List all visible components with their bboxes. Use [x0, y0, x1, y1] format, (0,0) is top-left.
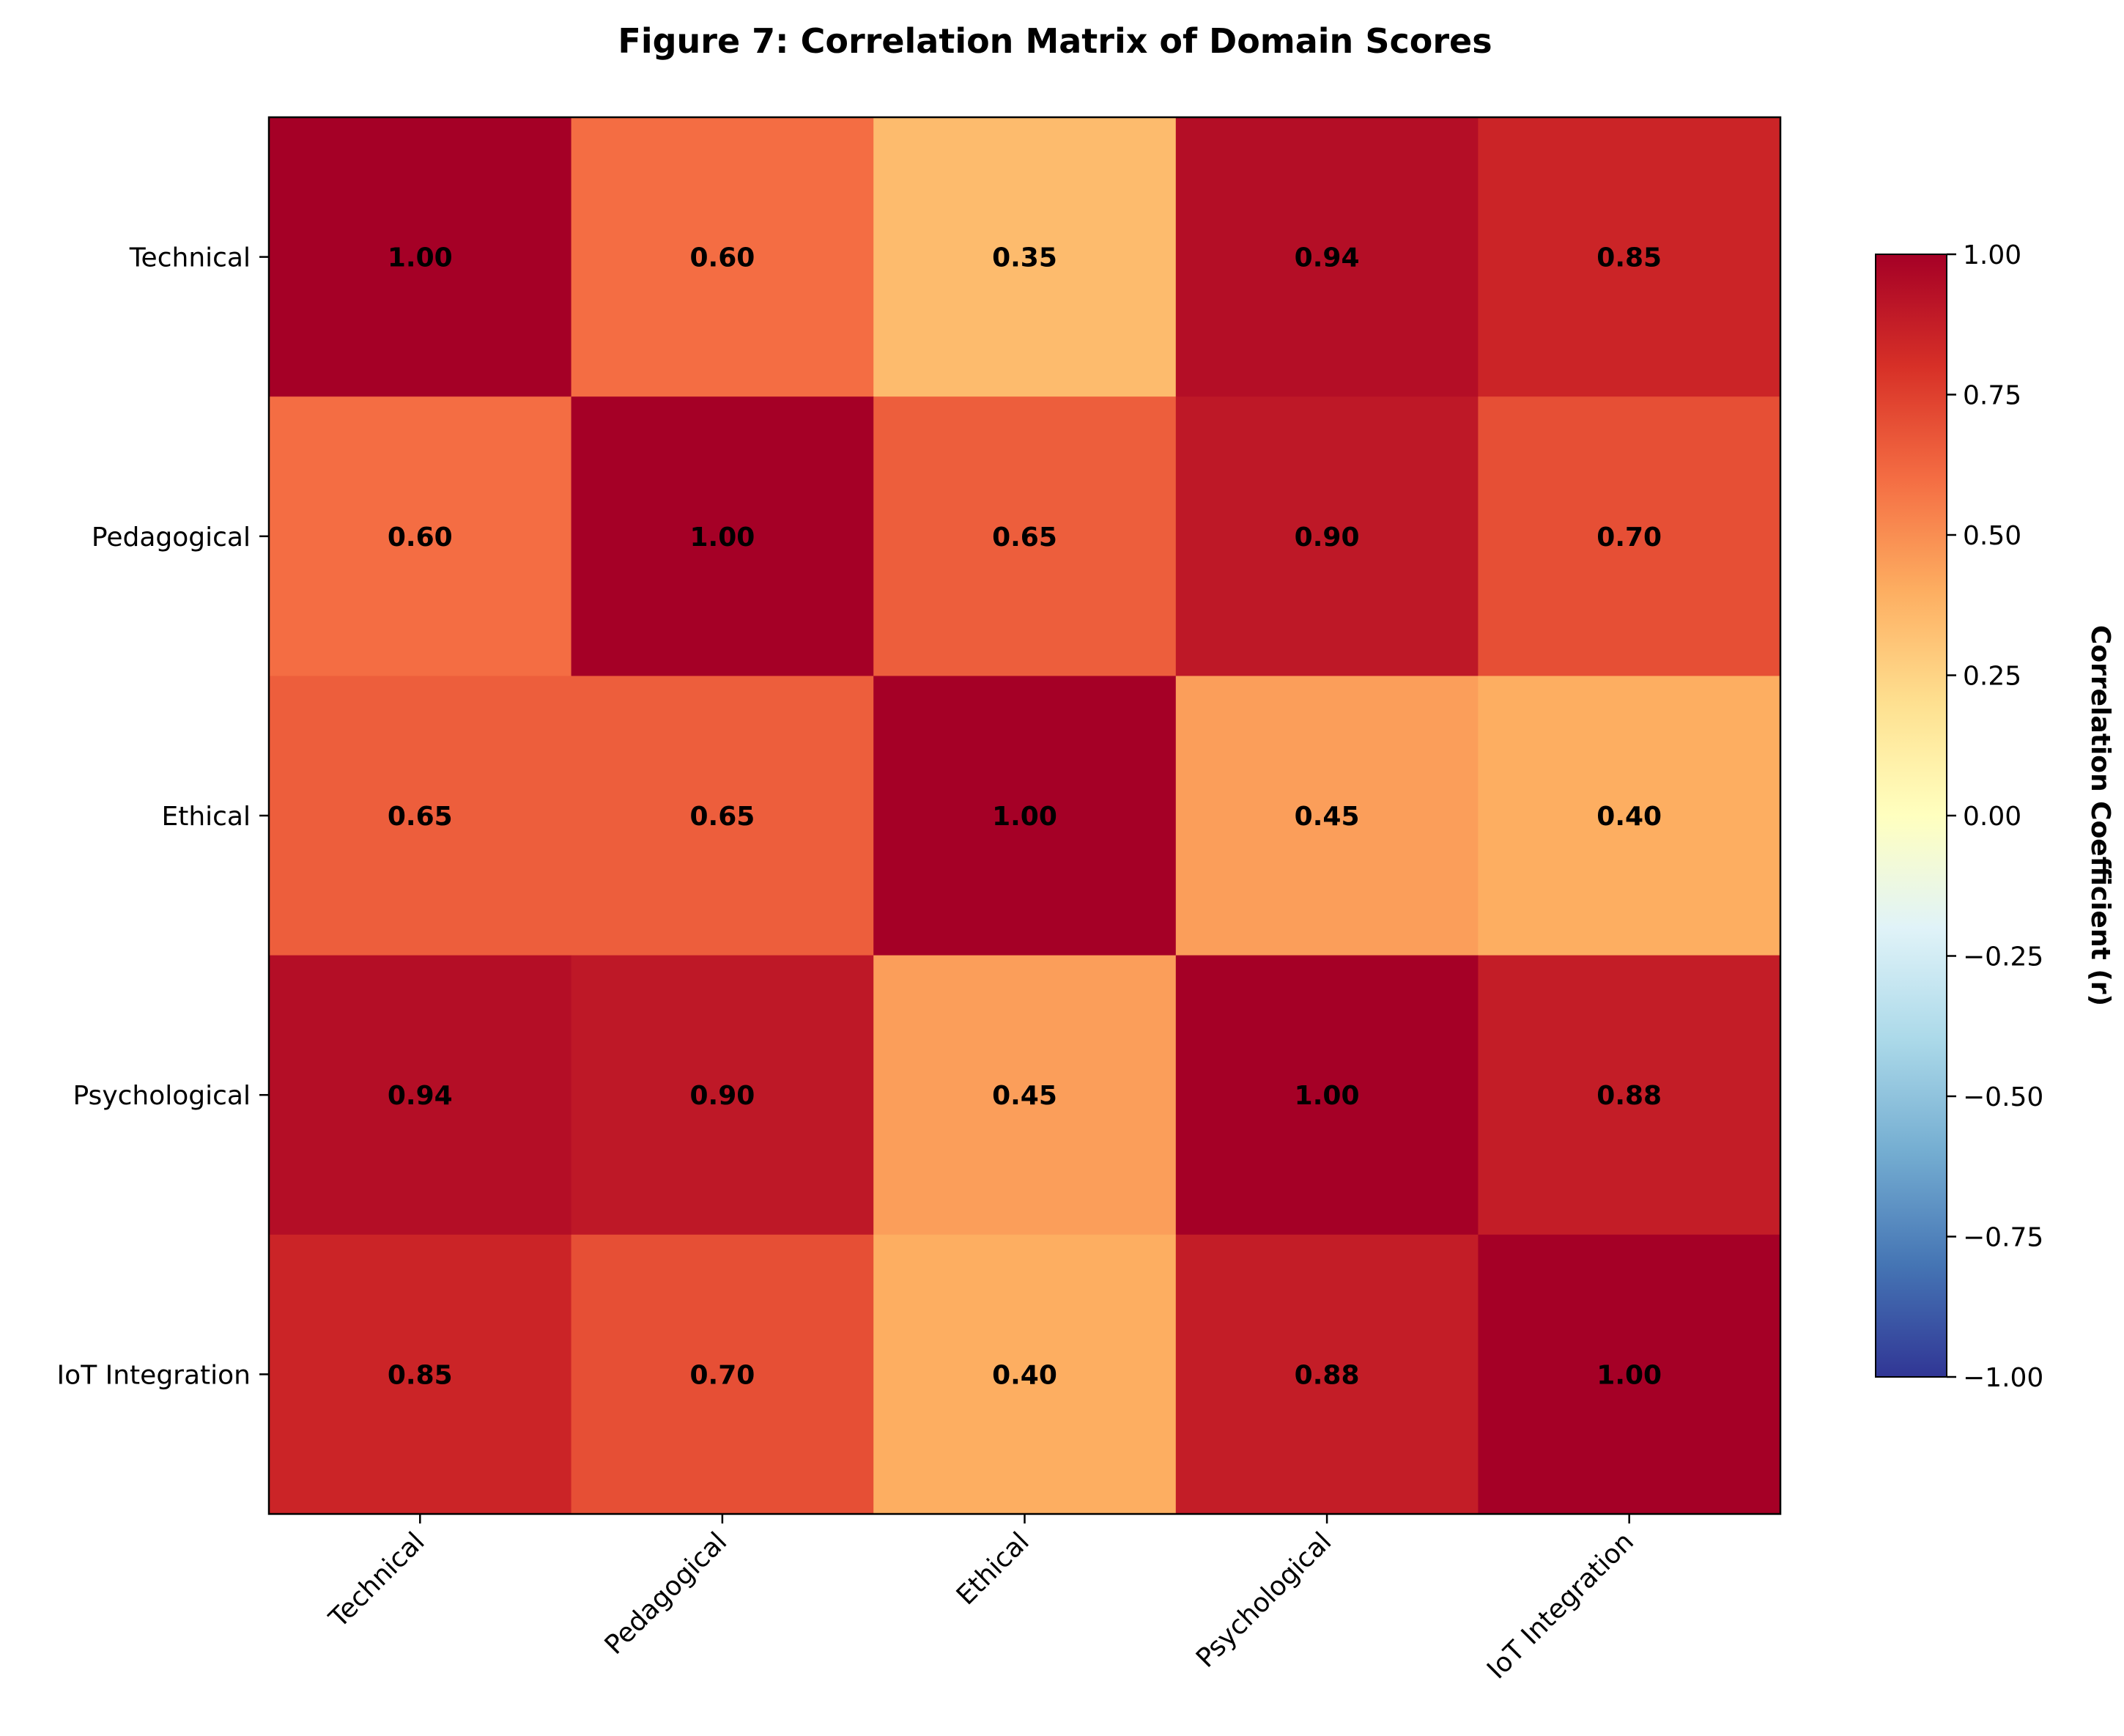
cell-value-label: 1.00: [1295, 1081, 1360, 1111]
cell-value-label: 0.90: [1295, 522, 1360, 553]
heatmap-cell: [269, 396, 572, 676]
colorbar-ticks: 1.00 0.75 0.50 0.25 0.00 −0.25 −0.50 −0.75 −1.00: [1947, 240, 2043, 1393]
cell-value-label: 0.90: [689, 1081, 755, 1111]
heatmap-cell: [873, 1234, 1177, 1515]
colorbar-gradient: [1875, 254, 1947, 1378]
cell-value-label: 0.88: [1596, 1081, 1662, 1111]
colorbar-tick-label: 0.75: [1963, 381, 2021, 411]
cell-value-label: 1.00: [388, 243, 453, 273]
cell-value-label: 1.00: [1596, 1360, 1662, 1390]
colorbar-tick-label: −0.25: [1963, 942, 2043, 972]
colorbar-tick-label: −0.50: [1963, 1082, 2043, 1112]
heatmap-cell: [873, 396, 1177, 676]
heatmap-cell: [873, 955, 1177, 1235]
colorbar-tick-label: −0.75: [1963, 1223, 2043, 1253]
heatmap-cell: [269, 676, 572, 956]
heatmap-cell: [571, 117, 874, 397]
heatmap-cell: [571, 396, 874, 676]
y-tick-label: Technical: [129, 243, 251, 273]
cell-value-label: 1.00: [992, 802, 1057, 832]
cell-value-label: 0.40: [1596, 802, 1662, 832]
y-tick-label: Pedagogical: [92, 522, 251, 553]
cell-value-label: 0.85: [388, 1360, 453, 1390]
heatmap-cell: [1478, 676, 1781, 956]
heatmap-cell: [269, 1234, 572, 1515]
heatmap-cell: [571, 955, 874, 1235]
cell-value-label: 0.45: [1295, 802, 1360, 832]
heatmap-cell: [1478, 955, 1781, 1235]
heatmap-cell: [1175, 1234, 1479, 1515]
heatmap-cell: [269, 955, 572, 1235]
heatmap-cell: [1478, 396, 1781, 676]
heatmap-cell: [1175, 955, 1479, 1235]
cell-value-label: 0.60: [689, 243, 755, 273]
heatmap-cell: [873, 676, 1177, 956]
cell-value-label: 0.45: [992, 1081, 1057, 1111]
heatmap-cell: [873, 117, 1177, 397]
colorbar-tick-label: 0.00: [1963, 802, 2021, 832]
cell-value-label: 0.40: [992, 1360, 1057, 1390]
y-tick-label: Ethical: [161, 802, 251, 832]
heatmap-cell: [269, 117, 572, 397]
colorbar-tick-label: 0.50: [1963, 521, 2021, 551]
colorbar-tick-label: 1.00: [1963, 240, 2021, 270]
heatmap-cell: [1175, 396, 1479, 676]
colorbar-label: Correlation Coefficient (r): [2085, 625, 2115, 1006]
cell-value-label: 0.65: [689, 802, 755, 832]
cell-value-label: 0.85: [1596, 243, 1662, 273]
heatmap-cell: [571, 676, 874, 956]
cell-value-label: 0.35: [992, 243, 1057, 273]
cell-value-label: 0.60: [388, 522, 453, 553]
cell-value-label: 0.70: [1596, 522, 1662, 553]
heatmap-cells: [269, 117, 1781, 1515]
y-axis: Technical Pedagogical Ethical Psychological…: [57, 243, 269, 1390]
cell-value-label: 1.00: [689, 522, 755, 553]
heatmap-cell: [1175, 676, 1479, 956]
cell-value-label: 0.94: [1295, 243, 1360, 273]
y-tick-label: Psychological: [73, 1081, 251, 1111]
heatmap-cell: [1478, 117, 1781, 397]
cell-value-label: 0.88: [1295, 1360, 1360, 1390]
heatmap-value-labels: 1.00 0.60 0.35 0.94 0.85 0.60 1.00 0.65 0.90 0.70…: [388, 243, 1662, 1391]
cell-value-label: 0.94: [388, 1081, 453, 1111]
cell-value-label: 0.65: [388, 802, 453, 832]
colorbar-tick-label: −1.00: [1963, 1363, 2043, 1393]
heatmap-cell: [571, 1234, 874, 1515]
heatmap-cell: [1478, 1234, 1781, 1515]
cell-value-label: 0.70: [689, 1360, 755, 1390]
y-tick-label: IoT Integration: [57, 1360, 251, 1390]
cell-value-label: 0.65: [992, 522, 1057, 553]
colorbar-tick-label: 0.25: [1963, 662, 2021, 692]
chart-title: Figure 7: Correlation Matrix of Domain S…: [618, 21, 1492, 61]
heatmap-cell: [1175, 117, 1479, 397]
